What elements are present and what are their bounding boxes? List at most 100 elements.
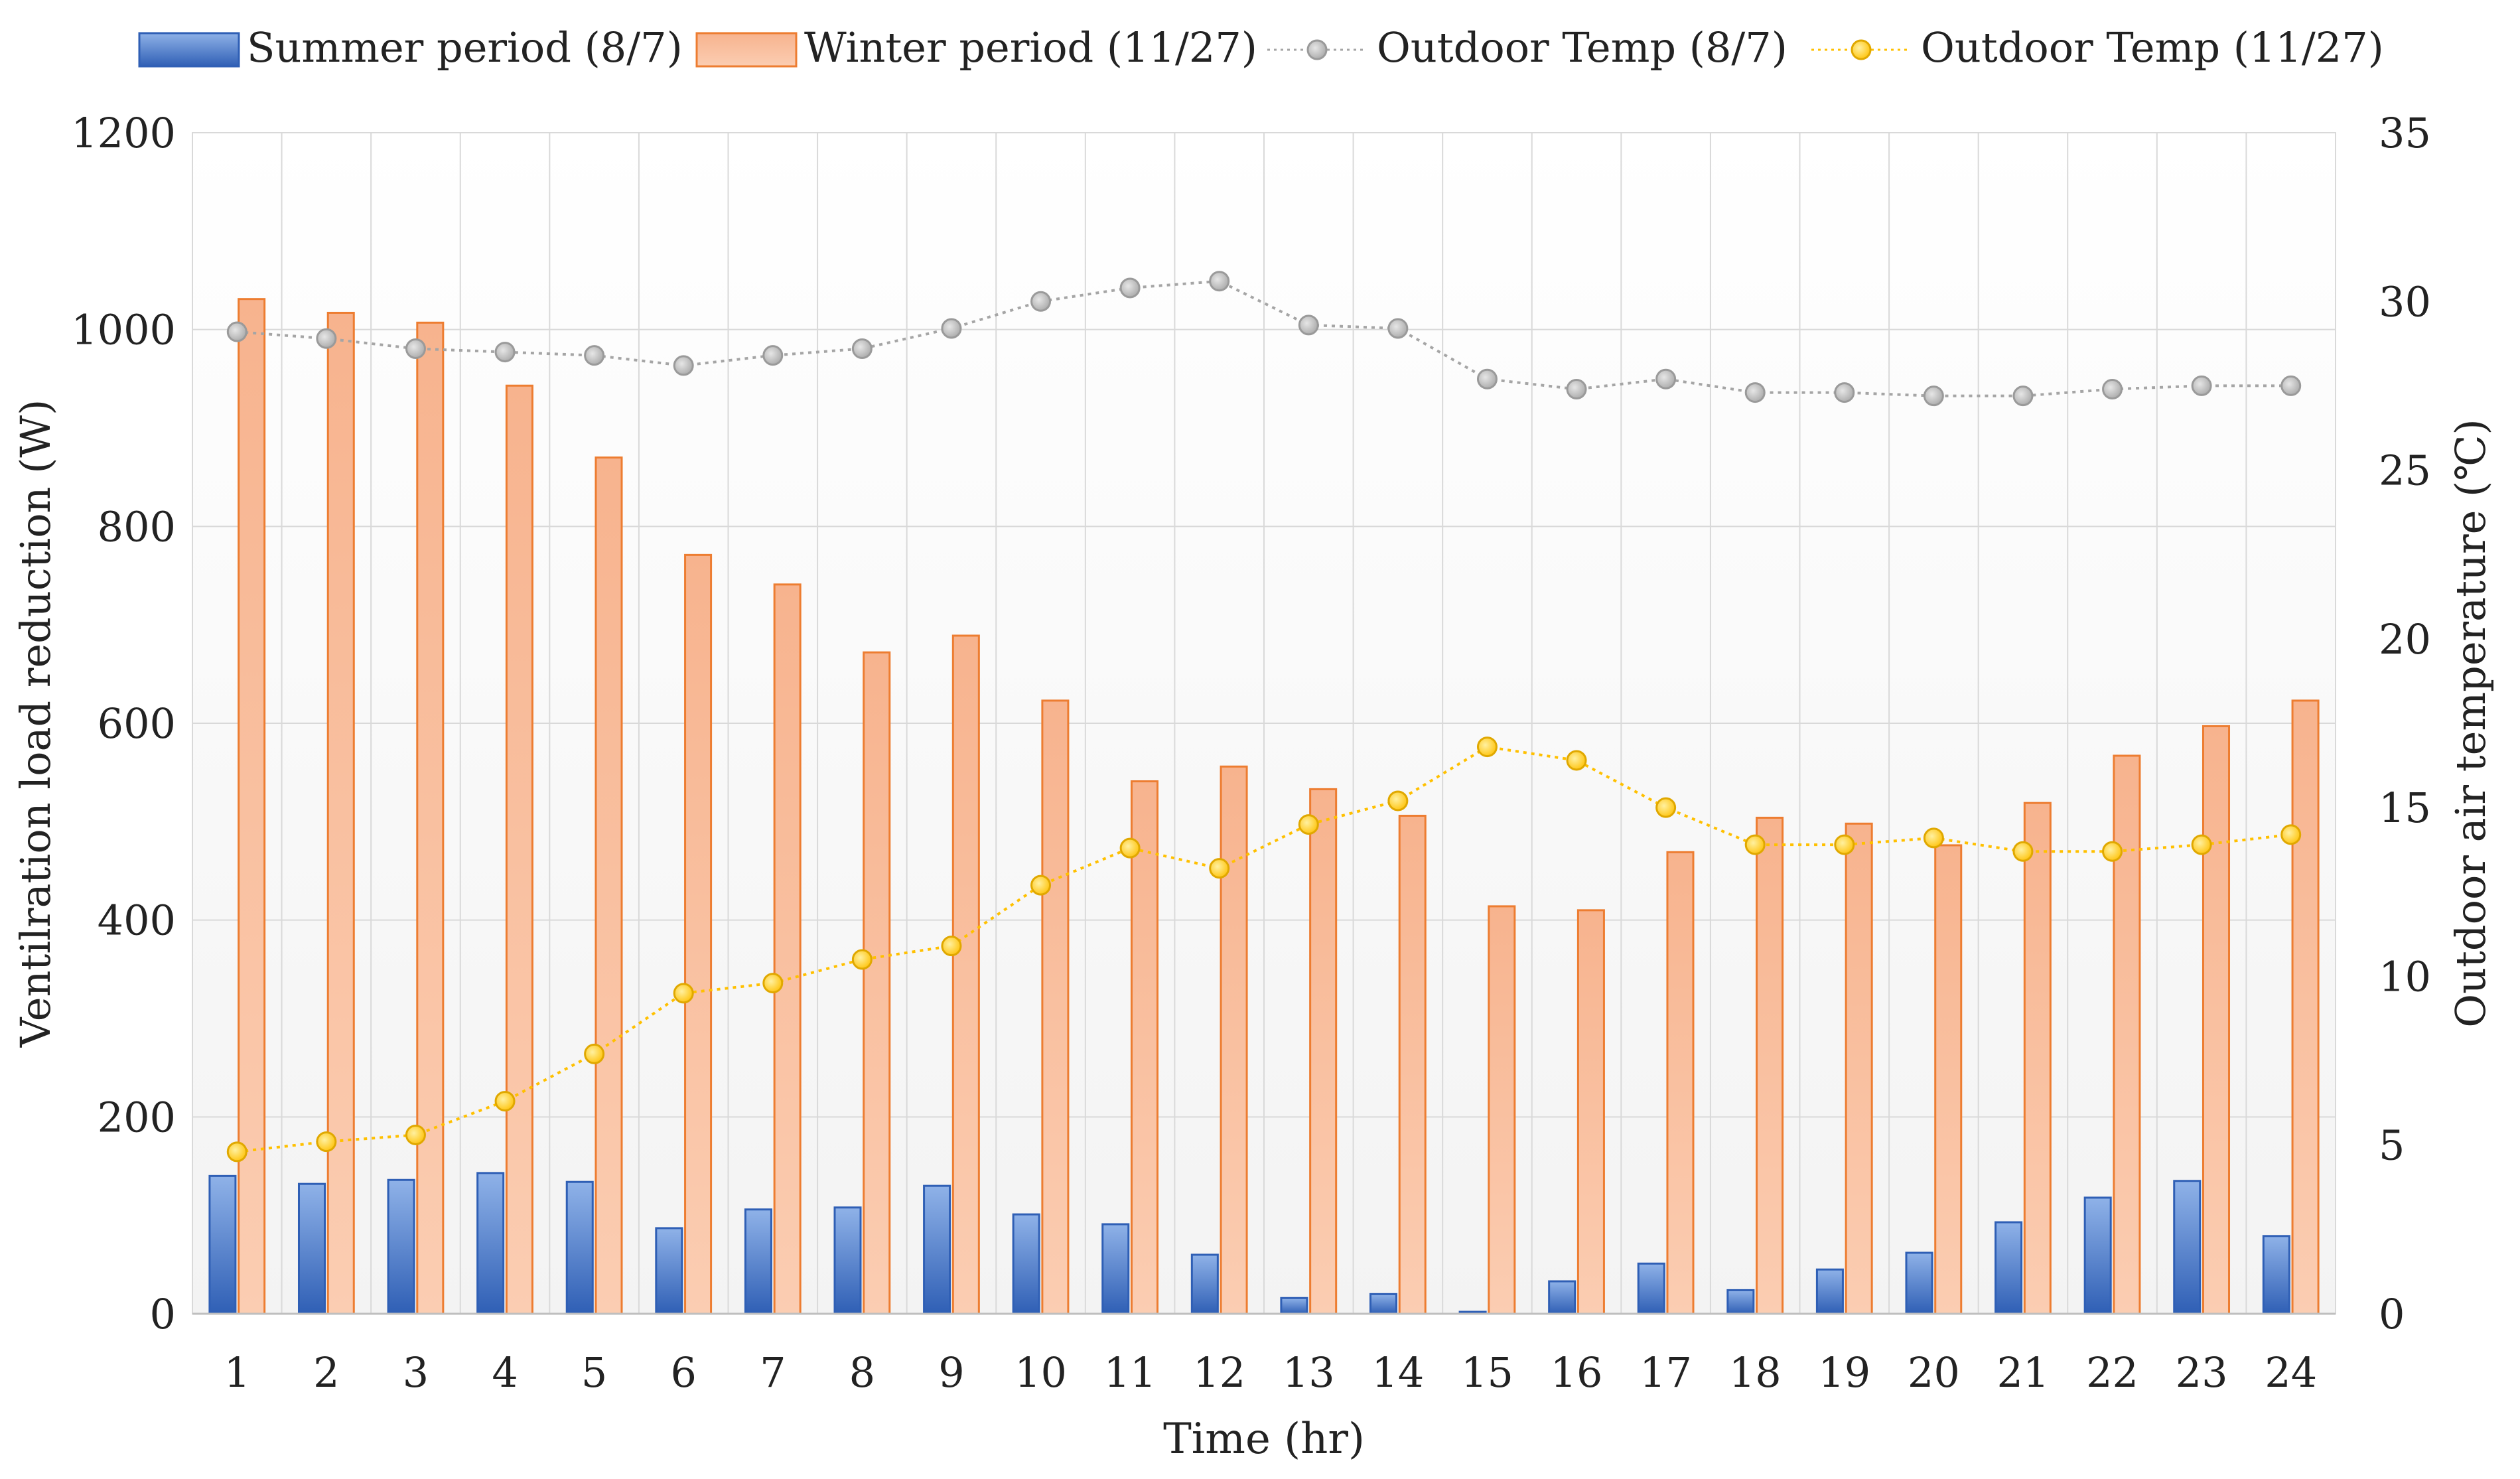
bar-summer [923,1184,951,1315]
temperature-lines [226,271,2302,1162]
temp-winter-point [1566,750,1587,771]
bar-summer [476,1172,505,1315]
bar-summer [1369,1293,1398,1315]
y-tick-label: 400 [98,896,176,945]
temp-summer-point [2012,386,2034,407]
bar-summer [1815,1268,1844,1315]
legend-marker-temp-winter [1851,39,1872,60]
bar-winter [595,457,623,1315]
legend-marker-temp-summer [1306,39,1328,60]
bar-summer [1637,1262,1665,1315]
x-tick-label: 2 [313,1348,339,1397]
legend-item-temp-winter: Outdoor Temp (11/27) [1811,23,2384,72]
temp-summer-point [2191,375,2212,396]
bar-winter [1488,905,1516,1315]
x-tick-label: 22 [2086,1348,2138,1397]
y-tick-label: 1200 [71,109,176,157]
x-tick-label: 24 [2265,1348,2317,1397]
legend-item-summer: Summer period (8/7) [138,23,683,72]
temp-winter-point [316,1131,337,1153]
temp-winter-point [762,973,784,994]
bar-winter [951,634,980,1315]
x-axis-title: Time (hr) [1163,1415,1365,1464]
temp-summer-point [1476,368,1498,389]
bar-summer [387,1178,415,1315]
y2-tick-label: 35 [2379,109,2431,157]
temp-summer-point [584,345,605,366]
bar-summer [2173,1180,2202,1315]
temp-summer-point [762,345,784,366]
y-tick-label: 600 [98,699,176,748]
temp-winter-point [1209,858,1230,879]
temp-summer-point [494,342,516,363]
temp-summer-point [1834,382,1855,403]
bar-summer [1548,1280,1576,1315]
bar-summer [833,1206,862,1315]
y2-tick-label: 5 [2379,1121,2405,1170]
temp-winter-point [1119,837,1141,859]
x-tick-label: 17 [1640,1348,1692,1397]
bars [208,298,2320,1315]
temp-winter-point [226,1141,247,1162]
x-tick-label: 15 [1461,1348,1513,1397]
legend-item-winter: Winter period (11/27) [695,23,1257,72]
x-tick-label: 3 [403,1348,429,1397]
temp-winter-point [1387,790,1409,811]
y-tick-label: 200 [98,1093,176,1141]
temp-winter-point [2191,834,2212,855]
bar-summer [1726,1289,1755,1315]
temp-summer-point [1566,379,1587,400]
bar-winter [416,321,445,1315]
x-tick-label: 20 [1908,1348,1960,1397]
bar-summer [2083,1196,2112,1315]
legend-swatch-summer [138,32,240,68]
temp-summer-point [1298,315,1319,336]
bar-summer [1280,1297,1308,1315]
bar-winter [2202,725,2231,1315]
temp-winter-point [1476,737,1498,758]
x-tick-label: 12 [1193,1348,1245,1397]
bar-winter [1756,816,1784,1315]
y2-tick-label: 25 [2379,447,2431,495]
temp-summer-point [2102,379,2123,400]
temp-winter-point [2012,841,2034,862]
legend-swatch-winter [695,32,798,68]
bar-winter [1666,851,1695,1315]
legend-label-temp-summer: Outdoor Temp (8/7) [1377,23,1787,72]
temp-winter-point [1834,834,1855,855]
x-tick-label: 21 [1997,1348,2050,1397]
temp-winter-point [405,1124,426,1145]
bar-summer [655,1227,683,1315]
temp-winter-point [1298,814,1319,835]
legend-label-winter: Winter period (11/27) [804,23,1257,72]
temp-summer-point [1923,386,1944,407]
bar-winter [1041,699,1070,1315]
x-tick-label: 5 [581,1348,607,1397]
temp-summer-point [851,338,873,359]
bar-winter [2291,699,2320,1315]
y-tick-label: 1000 [71,306,176,354]
bar-winter [2023,802,2052,1315]
y2-tick-label: 10 [2379,952,2431,1001]
y2-axis-title: Outdoor air temperature (℃) [2446,419,2495,1028]
bar-summer [744,1208,772,1315]
temp-summer-point [316,328,337,349]
x-tick-label: 10 [1015,1348,1067,1397]
x-tick-label: 6 [670,1348,696,1397]
temp-summer-point [1744,382,1766,403]
legend: Summer period (8/7) Winter period (11/27… [138,23,2384,72]
temp-winter-point [584,1043,605,1064]
temp-summer-point [1655,368,1677,389]
bar-winter [1309,788,1338,1315]
temp-summer-point [1387,318,1409,339]
legend-label-summer: Summer period (8/7) [247,23,683,72]
temp-winter-point [1744,834,1766,855]
bar-summer [565,1180,594,1315]
legend-item-temp-summer: Outdoor Temp (8/7) [1267,23,1787,72]
temp-summer-point [673,355,694,376]
y2-tick-label: 0 [2379,1290,2405,1338]
bar-winter [326,311,355,1315]
x-tick-label: 19 [1818,1348,1870,1397]
